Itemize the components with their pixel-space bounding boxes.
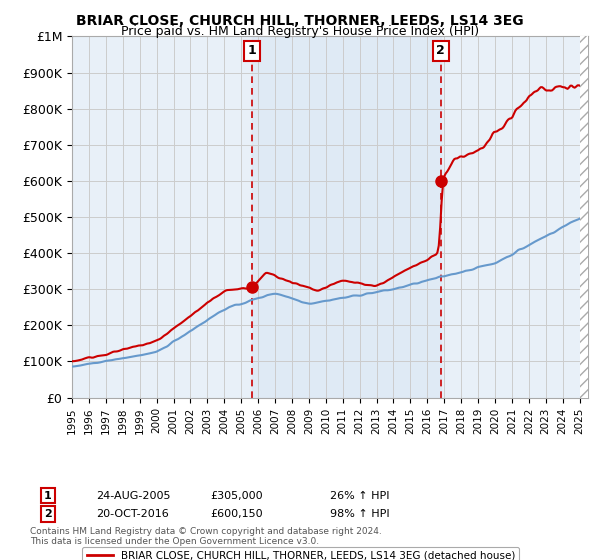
Bar [252, 36, 441, 398]
Text: 1: 1 [248, 44, 257, 57]
Text: BRIAR CLOSE, CHURCH HILL, THORNER, LEEDS, LS14 3EG: BRIAR CLOSE, CHURCH HILL, THORNER, LEEDS… [76, 14, 524, 28]
Bar [580, 36, 588, 398]
Text: 26% ↑ HPI: 26% ↑ HPI [330, 491, 389, 501]
Legend: BRIAR CLOSE, CHURCH HILL, THORNER, LEEDS, LS14 3EG (detached house), HPI: Averag: BRIAR CLOSE, CHURCH HILL, THORNER, LEEDS… [82, 547, 520, 560]
Text: £600,150: £600,150 [210, 509, 263, 519]
Text: £305,000: £305,000 [210, 491, 263, 501]
Text: 2: 2 [436, 44, 445, 57]
Text: 24-AUG-2005: 24-AUG-2005 [96, 491, 170, 501]
Text: 2: 2 [44, 509, 52, 519]
Text: 98% ↑ HPI: 98% ↑ HPI [330, 509, 389, 519]
Text: Contains HM Land Registry data © Crown copyright and database right 2024.
This d: Contains HM Land Registry data © Crown c… [30, 526, 382, 546]
Text: Price paid vs. HM Land Registry's House Price Index (HPI): Price paid vs. HM Land Registry's House … [121, 25, 479, 38]
Bar [580, 36, 588, 398]
Text: 20-OCT-2016: 20-OCT-2016 [96, 509, 169, 519]
Text: 1: 1 [44, 491, 52, 501]
